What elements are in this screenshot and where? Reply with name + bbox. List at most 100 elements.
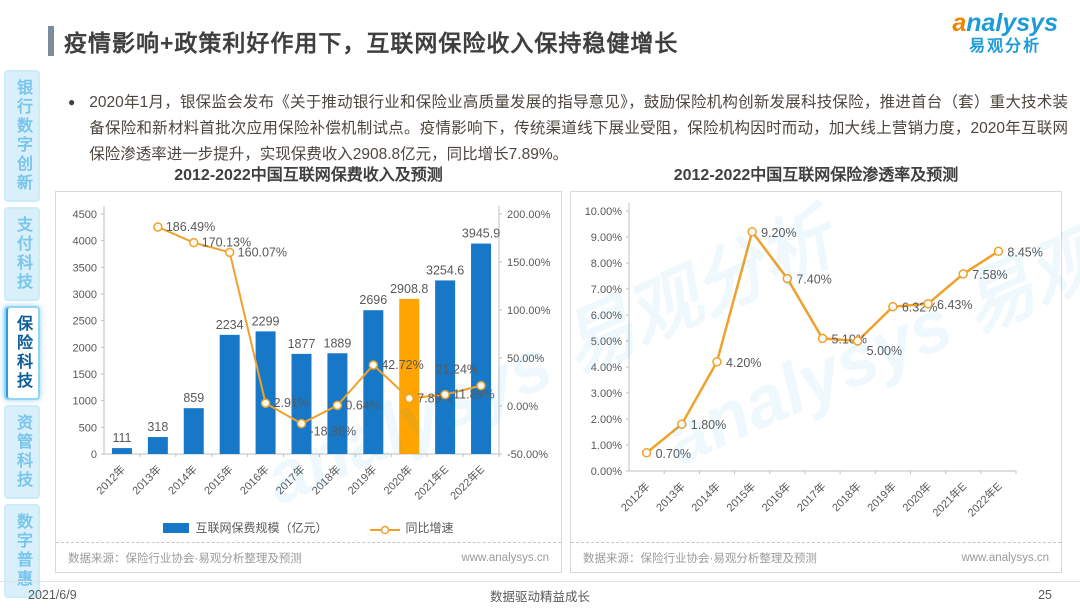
svg-text:111: 111 [112, 431, 131, 445]
svg-text:6.00%: 6.00% [591, 310, 622, 322]
svg-text:1000: 1000 [73, 396, 97, 408]
sidebar-item-asset-mgmt-tech[interactable]: 资管科技 [4, 405, 40, 499]
svg-text:2021年E: 2021年E [929, 479, 969, 519]
sidebar-item-insurance-tech[interactable]: 保险科技 [4, 306, 40, 400]
header: 疫情影响+政策利好作用下，互联网保险收入保持稳健增长 [48, 24, 678, 58]
svg-text:0: 0 [91, 449, 97, 461]
footer-slogan: 数据驱动精益成长 [489, 589, 590, 604]
svg-text:9.20%: 9.20% [761, 226, 796, 240]
footer: 2021/6/9 数据驱动精益成长 25 [0, 581, 1080, 608]
penetration-chart-column: 2012-2022中国互联网保险渗透率及预测 0.00% 1.00% 2.00% 3.… [570, 165, 1062, 573]
svg-text:2.00%: 2.00% [591, 414, 622, 426]
svg-text:2908.8: 2908.8 [390, 282, 428, 296]
svg-text:160.07%: 160.07% [238, 245, 287, 259]
svg-text:100.00%: 100.00% [507, 305, 551, 317]
sidebar-item-digital-inclusion[interactable]: 数字普惠 [4, 504, 40, 598]
premium-income-chart: 0 500 1000 1500 2000 2500 3000 3500 4000 4500 -50.… [73, 206, 551, 502]
svg-text:5.00%: 5.00% [591, 336, 622, 348]
penetration-chart-title: 2012-2022中国互联网保险渗透率及预测 [673, 167, 959, 184]
svg-text:50.00%: 50.00% [507, 353, 545, 365]
body-paragraph: 2020年1月，银保监会发布《关于推动银行业和保险业高质量发展的指导意见》，鼓励… [89, 94, 1068, 163]
svg-text:2018年: 2018年 [309, 462, 344, 497]
svg-text:0.00%: 0.00% [507, 401, 538, 413]
svg-text:2020年: 2020年 [899, 479, 934, 514]
penetration-chart-panel: 0.00% 1.00% 2.00% 3.00% 4.00% 5.00% 6.00% 7.00%… [570, 191, 1062, 573]
svg-text:2012年: 2012年 [93, 462, 128, 497]
sidebar: 银行数字创新 支付科技 保险科技 资管科技 数字普惠 [4, 70, 42, 598]
svg-text:2014年: 2014年 [165, 462, 200, 497]
svg-text:2017年: 2017年 [273, 462, 308, 497]
svg-text:7.40%: 7.40% [796, 273, 831, 287]
bar-series-swatch [163, 522, 190, 533]
sidebar-item-payment-tech[interactable]: 支付科技 [4, 207, 40, 301]
svg-text:2012年: 2012年 [618, 479, 653, 514]
svg-text:2.91%: 2.91% [274, 396, 309, 410]
page-title: 疫情影响+政策利好作用下，互联网保险收入保持稳健增长 [64, 30, 679, 56]
svg-text:1500: 1500 [73, 369, 97, 381]
svg-text:2015年: 2015年 [201, 462, 236, 497]
svg-text:2022年E: 2022年E [964, 479, 1004, 519]
svg-text:2016年: 2016年 [758, 479, 793, 514]
svg-text:7.00%: 7.00% [591, 284, 622, 296]
analysys-logo: analysys 易观分析 [952, 9, 1058, 55]
svg-text:2014年: 2014年 [688, 479, 723, 514]
sidebar-item-bank-digital-innovation[interactable]: 银行数字创新 [4, 70, 40, 202]
svg-text:3945.9: 3945.9 [462, 227, 500, 241]
summary-block: ● 2020年1月，银保监会发布《关于推动银行业和保险业高质量发展的指导意见》，… [68, 90, 1068, 168]
premium-income-chart-title: 2012-2022中国互联网保费收入及预测 [174, 167, 443, 184]
svg-text:2021年E: 2021年E [411, 462, 451, 502]
svg-text:1889: 1889 [324, 336, 352, 350]
footer-date: 2021/6/9 [28, 588, 77, 602]
svg-text:2022年E: 2022年E [447, 462, 487, 502]
svg-text:4500: 4500 [73, 209, 97, 221]
svg-text:2019年: 2019年 [344, 462, 379, 497]
analysys-logo-chinese: 易观分析 [969, 37, 1042, 55]
premium-income-source-row: 数据来源：保险行业协会·易观分析整理及预测 www.analysys.cn [56, 542, 561, 572]
svg-text:1877: 1877 [288, 337, 316, 351]
svg-text:2019年: 2019年 [864, 479, 899, 514]
svg-text:2015年: 2015年 [723, 479, 758, 514]
bullet-marker: ● [68, 95, 76, 109]
data-source-text: 数据来源：保险行业协会·易观分析整理及预测 [68, 552, 302, 565]
analysys-url-link[interactable]: www.analysys.cn [461, 551, 549, 564]
premium-income-chart-column: 2012-2022中国互联网保费收入及预测 0 500 1000 1500 2000 25… [55, 165, 562, 573]
svg-text:2017年: 2017年 [794, 479, 829, 514]
svg-text:3000: 3000 [73, 289, 97, 301]
penetration-chart: 0.00% 1.00% 2.00% 3.00% 4.00% 5.00% 6.00% 7.00%… [585, 203, 1043, 519]
svg-text:3.00%: 3.00% [591, 388, 622, 400]
svg-text:8.45%: 8.45% [1007, 245, 1042, 259]
svg-text:0.70%: 0.70% [656, 447, 691, 461]
svg-text:2696: 2696 [359, 293, 387, 307]
line-series-swatch [369, 525, 400, 534]
svg-text:859: 859 [183, 391, 204, 405]
penetration-source-row: 数据来源：保险行业协会·易观分析整理及预测 www.analysys.cn [571, 542, 1061, 572]
premium-income-chart-panel: 0 500 1000 1500 2000 2500 3000 3500 4000 4500 -50.… [55, 191, 562, 573]
svg-text:6.43%: 6.43% [937, 298, 972, 312]
svg-text:-50.00%: -50.00% [507, 449, 548, 461]
legend-label-growth-rate: 同比增速 [405, 521, 454, 535]
legend-item-premium-scale: 互联网保费规模（亿元） [163, 519, 328, 536]
svg-text:1.00%: 1.00% [591, 440, 622, 452]
title-accent-bar [48, 26, 54, 56]
svg-text:4.00%: 4.00% [591, 362, 622, 374]
svg-text:4.20%: 4.20% [726, 356, 761, 370]
svg-text:2500: 2500 [73, 316, 97, 328]
svg-text:170.13%: 170.13% [202, 236, 251, 250]
svg-text:2299: 2299 [252, 314, 280, 328]
svg-text:11.89%: 11.89% [453, 388, 494, 402]
analysys-logo-wordmark: analysys [952, 9, 1058, 37]
svg-text:4000: 4000 [73, 236, 97, 248]
svg-text:9.00%: 9.00% [591, 232, 622, 244]
svg-text:2020年: 2020年 [380, 462, 415, 497]
analysys-url-link[interactable]: www.analysys.cn [961, 551, 1049, 564]
svg-text:5.00%: 5.00% [867, 344, 902, 358]
premium-income-chart-legend: 互联网保费规模（亿元） 同比增速 [56, 519, 561, 536]
svg-text:318: 318 [147, 420, 168, 434]
svg-text:1.80%: 1.80% [691, 418, 726, 432]
svg-text:0.00%: 0.00% [591, 466, 622, 478]
svg-text:2000: 2000 [73, 342, 97, 354]
svg-text:2234: 2234 [216, 318, 244, 332]
svg-text:186.49%: 186.49% [166, 220, 215, 234]
svg-text:2013年: 2013年 [129, 462, 164, 497]
